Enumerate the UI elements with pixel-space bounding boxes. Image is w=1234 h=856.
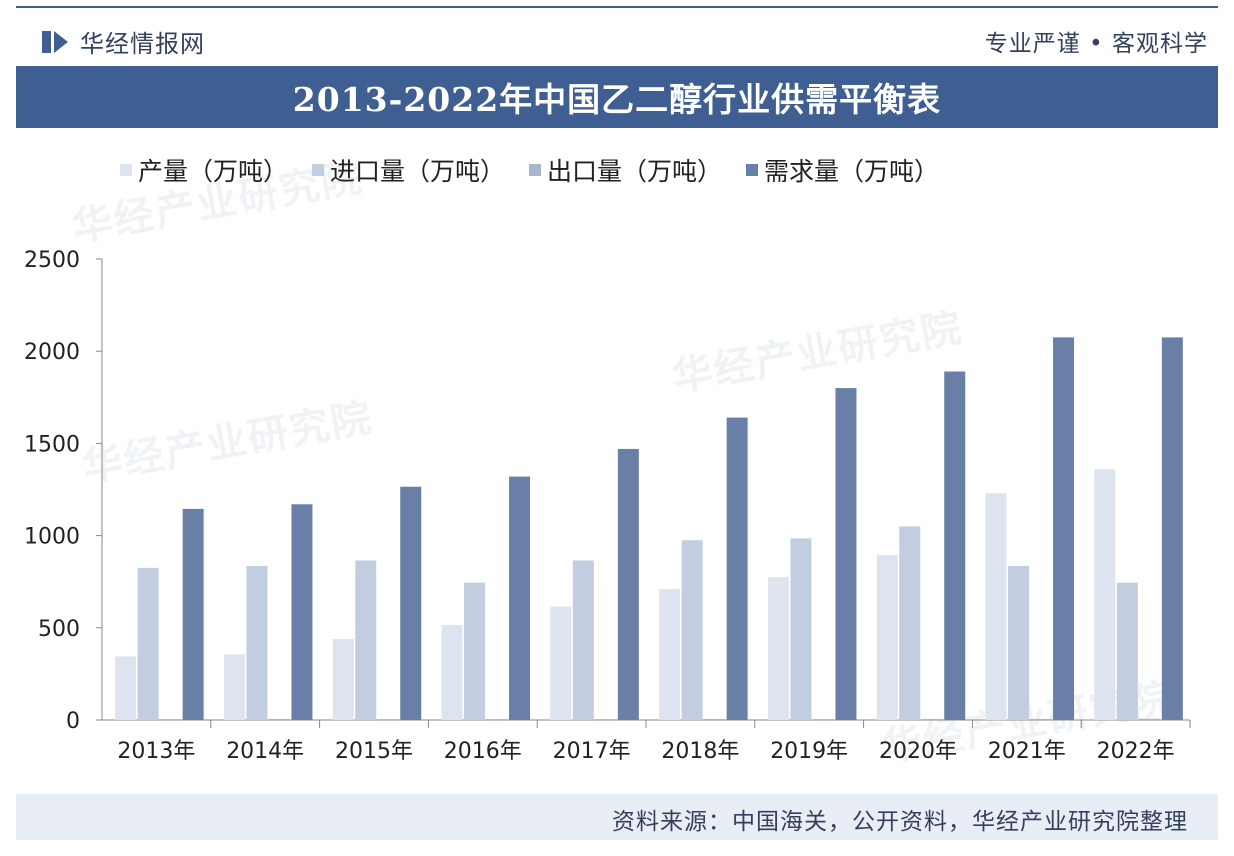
legend-swatch (529, 164, 542, 176)
legend-label: 出口量（万吨） (547, 157, 723, 186)
y-tick-label: 0 (66, 709, 80, 734)
bar-demand (726, 417, 748, 720)
bar-export (921, 718, 943, 720)
legend-item-demand: 需求量（万吨） (746, 152, 939, 188)
bar-import (899, 526, 921, 720)
legend: 产量（万吨） 进口量（万吨） 出口量（万吨） 需求量（万吨） (120, 152, 963, 188)
x-tick-label: 2022年 (1097, 739, 1175, 764)
bar-import (790, 538, 812, 720)
bar-demand (291, 504, 313, 720)
bar-production (767, 577, 789, 720)
bar-production (985, 493, 1007, 720)
bar-demand (182, 508, 204, 720)
legend-swatch (746, 164, 759, 176)
y-tick-label: 2000 (24, 340, 80, 365)
x-tick-label: 2018年 (661, 739, 739, 764)
legend-label: 进口量（万吨） (330, 157, 506, 186)
bar-export (704, 718, 726, 720)
bar-demand (1161, 337, 1183, 720)
bar-export (1030, 718, 1052, 720)
bar-export (812, 719, 834, 721)
x-tick-label: 2019年 (770, 739, 848, 764)
top-rule (16, 6, 1218, 8)
logo: 华经情报网 (42, 24, 205, 59)
bar-demand (617, 448, 639, 720)
bar-import (572, 560, 594, 720)
bar-production (659, 589, 681, 720)
legend-item-production: 产量（万吨） (120, 152, 288, 188)
chart-title: 2013-2022年中国乙二醇行业供需平衡表 (292, 80, 942, 119)
footer: 资料来源：中国海关，公开资料，华经产业研究院整理 (16, 794, 1218, 840)
y-tick-label: 2500 (24, 248, 80, 273)
x-tick-label: 2016年 (444, 739, 522, 764)
bar-import (464, 582, 486, 720)
bar-export (160, 719, 182, 721)
bar-demand (944, 371, 966, 720)
x-tick-label: 2013年 (117, 739, 195, 764)
bar-production (550, 606, 572, 720)
x-tick-label: 2020年 (879, 739, 957, 764)
y-tick-label: 1000 (24, 525, 80, 550)
y-tick-label: 500 (38, 617, 80, 642)
bar-export (1139, 718, 1161, 720)
bar-demand (1053, 337, 1075, 720)
title-bar: 2013-2022年中国乙二醇行业供需平衡表 (16, 66, 1218, 128)
legend-item-import: 进口量（万吨） (312, 152, 505, 188)
x-tick-label: 2021年 (988, 739, 1066, 764)
bar-production (223, 654, 245, 720)
source-note: 资料来源：中国海关，公开资料，华经产业研究院整理 (612, 809, 1188, 835)
bar-demand (400, 486, 422, 720)
bar-production (441, 625, 463, 720)
bar-demand (835, 388, 857, 720)
bar-export (377, 719, 399, 721)
x-tick-label: 2014年 (226, 739, 304, 764)
y-tick-label: 1500 (24, 432, 80, 457)
legend-swatch (120, 164, 132, 176)
bar-import (1008, 566, 1030, 720)
bar-production (1094, 469, 1116, 720)
logo-text: 华经情报网 (80, 30, 205, 58)
bar-demand (509, 476, 531, 720)
slogan: 专业严谨 • 客观科学 (984, 31, 1208, 57)
legend-swatch (312, 164, 325, 176)
header: 华经情报网 专业严谨 • 客观科学 (16, 14, 1218, 64)
bar-export (268, 718, 290, 720)
legend-label: 产量（万吨） (138, 157, 289, 186)
x-tick-label: 2017年 (553, 739, 631, 764)
bar-export (486, 719, 508, 721)
bar-production (115, 656, 137, 720)
bar-production (876, 554, 898, 720)
bar-export (595, 719, 617, 721)
bar-production (332, 638, 354, 720)
bar-import (137, 567, 159, 720)
legend-item-export: 出口量（万吨） (529, 152, 722, 188)
bar-import (355, 560, 377, 720)
x-tick-label: 2015年 (335, 739, 413, 764)
logo-icon (42, 28, 70, 56)
bar-import (1116, 582, 1138, 720)
legend-label: 需求量（万吨） (764, 157, 940, 186)
bar-import (681, 540, 703, 720)
bar-import (246, 566, 268, 720)
